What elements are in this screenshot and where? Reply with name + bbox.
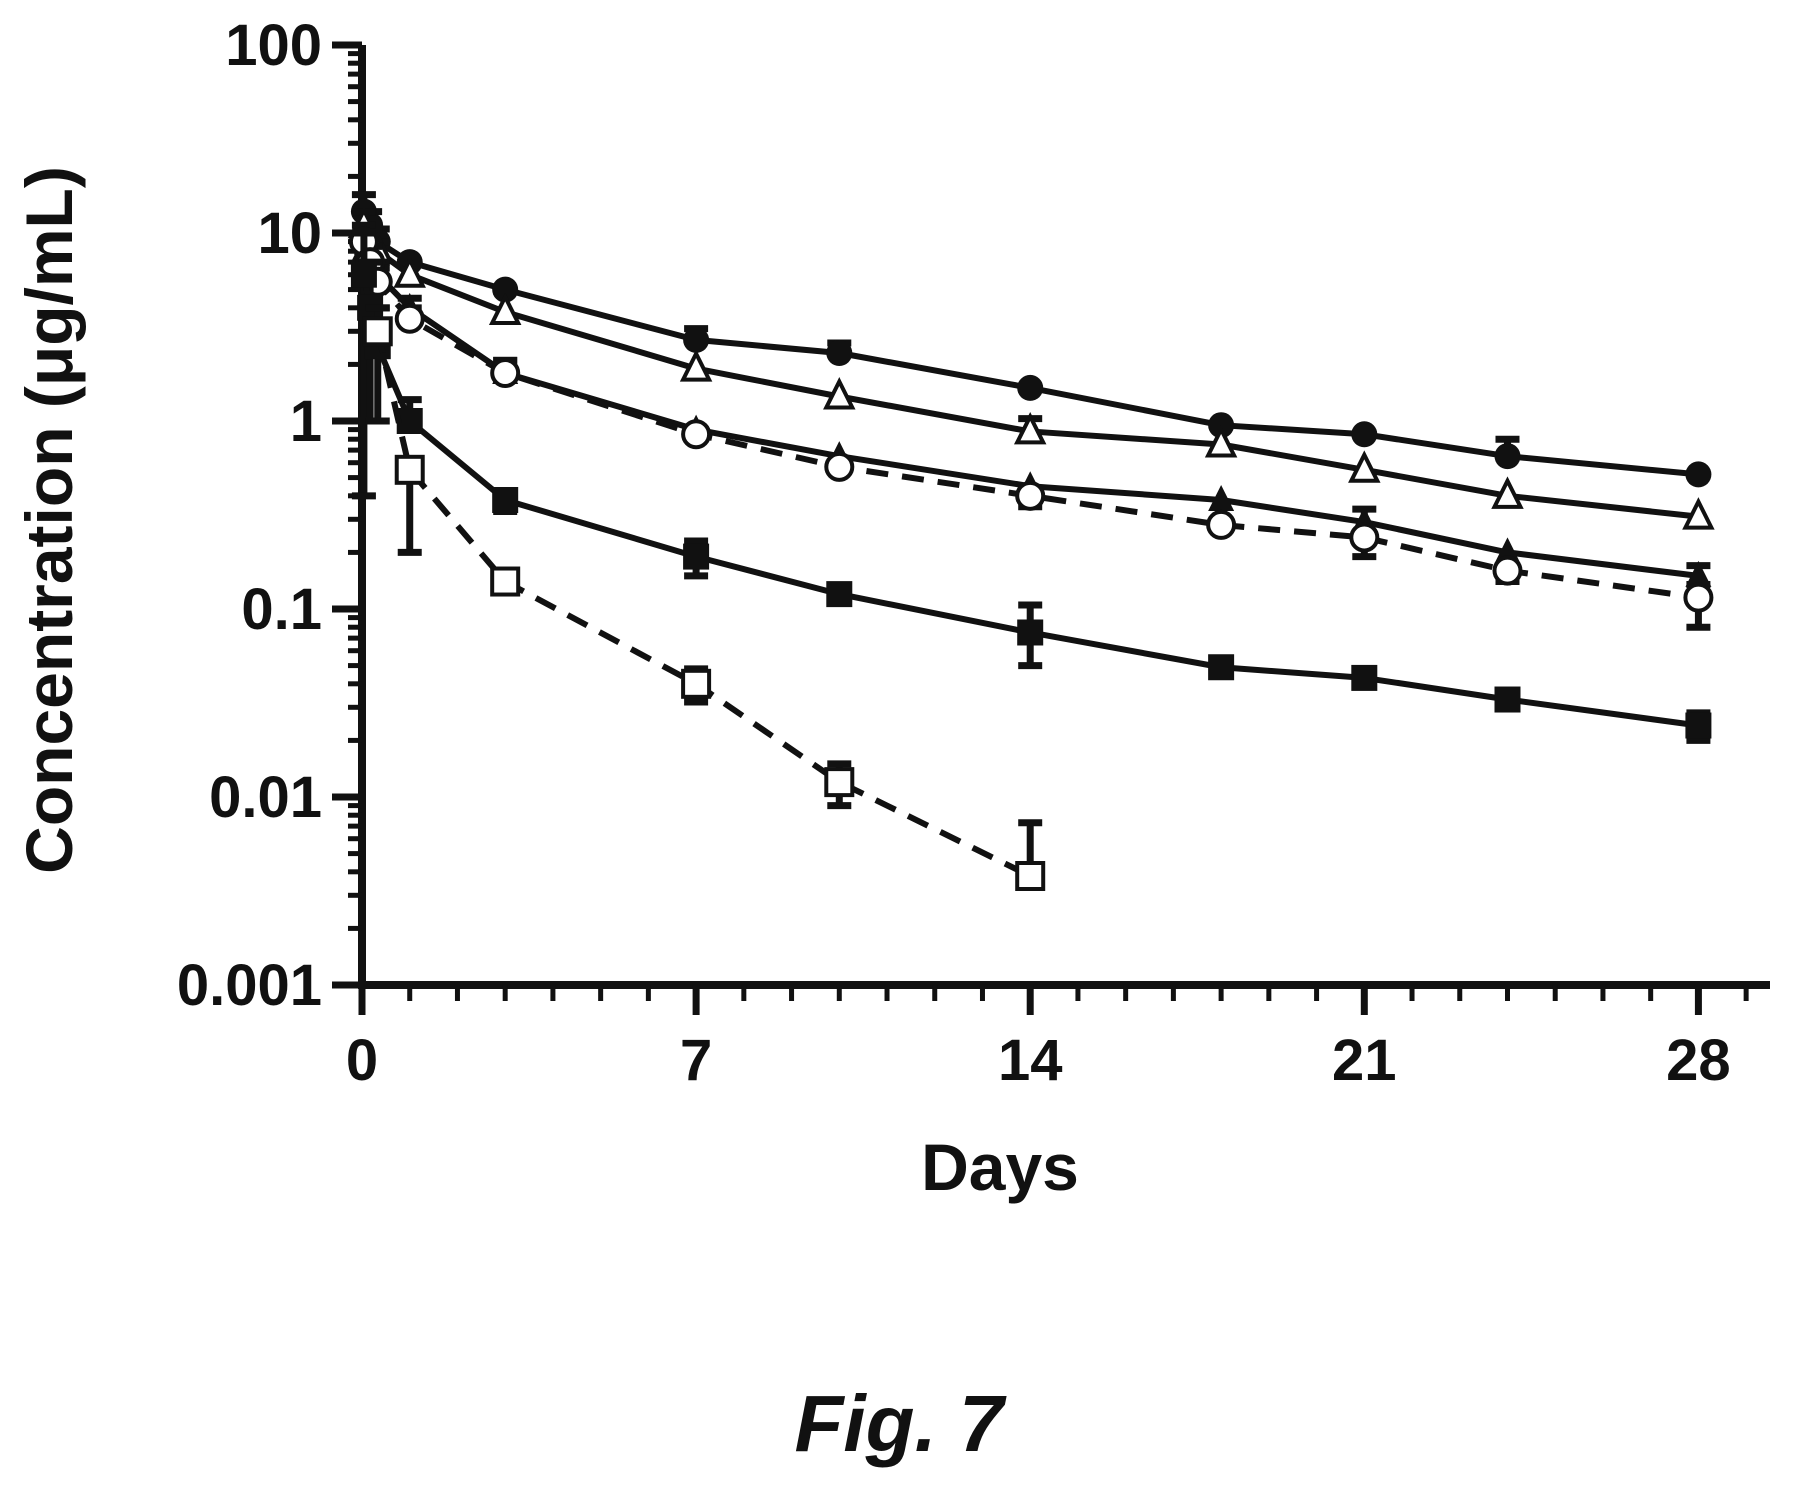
- x-tick-label: 0: [346, 1028, 378, 1093]
- data-point: [394, 454, 425, 485]
- data-point: [490, 358, 521, 389]
- data-point: [1351, 664, 1378, 691]
- data-point: [1491, 476, 1524, 509]
- data-point: [681, 419, 712, 450]
- series-line: [361, 224, 1699, 520]
- y-tick-label: 0.01: [209, 765, 322, 830]
- x-tick-label: 14: [998, 1028, 1063, 1093]
- data-point: [826, 581, 853, 608]
- axes: 0.001 0.01 0.1 1 10 100 0 7 14 21 28: [177, 13, 1770, 1093]
- data-point: [824, 767, 855, 798]
- data-point: [1348, 450, 1381, 483]
- series-line: [361, 249, 1699, 579]
- data-point: [1208, 654, 1235, 681]
- data-point: [1685, 560, 1712, 587]
- data-point: [393, 255, 426, 288]
- data-point: [1494, 686, 1521, 713]
- y-tick-label: 1: [290, 389, 322, 454]
- y-tick-label: 10: [257, 201, 322, 266]
- series-line: [374, 330, 1032, 879]
- data-point: [1206, 509, 1237, 540]
- data-point: [1492, 555, 1523, 586]
- y-tick-label: 0.1: [241, 577, 322, 642]
- data-point: [1208, 485, 1235, 512]
- data-point: [1015, 861, 1046, 892]
- plot-area: [347, 191, 1715, 892]
- data-point: [1683, 582, 1714, 613]
- data-point: [683, 543, 710, 570]
- x-tick-label: 21: [1332, 1028, 1397, 1093]
- figure-caption: Fig. 7: [794, 1379, 1004, 1468]
- series-6: [362, 304, 1046, 892]
- data-point: [1013, 411, 1047, 445]
- data-point: [350, 261, 377, 288]
- x-tick-label: 28: [1666, 1028, 1731, 1093]
- data-point: [824, 451, 855, 482]
- x-tick-label: 7: [680, 1028, 712, 1093]
- y-axis-title: Concentration (μg/mL): [12, 166, 86, 874]
- data-point: [1015, 480, 1046, 511]
- data-point: [1349, 522, 1380, 553]
- data-point: [1017, 374, 1044, 401]
- data-point: [394, 303, 425, 334]
- data-point: [488, 292, 522, 326]
- data-point: [679, 349, 713, 382]
- data-point: [362, 316, 393, 347]
- series-3: [350, 229, 1712, 587]
- data-point: [1685, 461, 1712, 488]
- data-point: [1682, 497, 1715, 530]
- data-point: [823, 377, 856, 410]
- data-point: [1685, 712, 1712, 739]
- x-axis-title: Days: [921, 1130, 1079, 1204]
- data-point: [492, 487, 519, 514]
- data-point: [1494, 443, 1521, 470]
- data-point: [1351, 421, 1378, 448]
- y-tick-label: 0.001: [177, 953, 322, 1018]
- data-point: [1204, 425, 1238, 458]
- y-tick-label: 100: [225, 13, 322, 78]
- data-point: [1017, 619, 1044, 646]
- data-point: [1494, 537, 1521, 564]
- data-point: [683, 326, 710, 353]
- data-point: [681, 668, 712, 699]
- data-point: [490, 566, 521, 597]
- data-point: [492, 276, 519, 303]
- data-point: [826, 339, 853, 366]
